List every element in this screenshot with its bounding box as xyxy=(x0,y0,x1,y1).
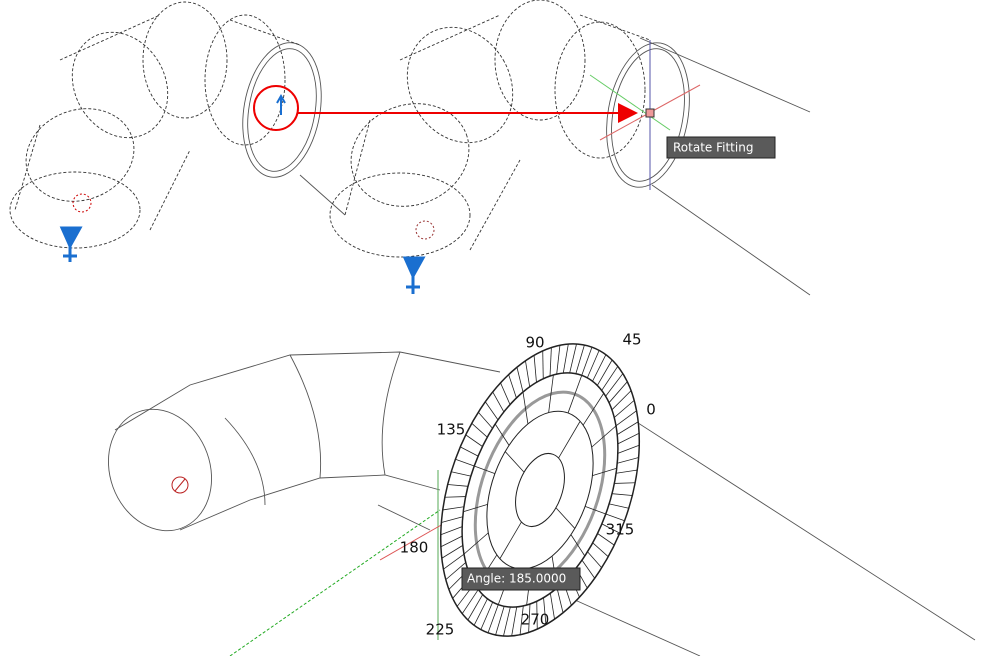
compass-label: 180 xyxy=(400,539,429,557)
tooltip: Angle: 185.0000 xyxy=(462,568,580,590)
rotation-compass xyxy=(403,316,676,656)
tooltip-text: Rotate Fitting xyxy=(673,141,753,155)
cad-viewport: Rotate Fitting Angle: 185.0000 90 45 0 135 1… xyxy=(0,0,989,656)
tooltip: Rotate Fitting xyxy=(667,137,775,158)
elbow-preview-left xyxy=(10,2,345,262)
compass-label: 0 xyxy=(646,401,656,419)
tooltip-text: Angle: 185.0000 xyxy=(467,572,566,586)
compass-label: 135 xyxy=(437,421,466,439)
compass-label: 315 xyxy=(606,521,635,539)
compass-label: 45 xyxy=(622,331,641,349)
compass-label: 90 xyxy=(525,334,544,352)
compass-label: 225 xyxy=(426,621,455,639)
compass-label: 270 xyxy=(521,611,550,629)
highlight-circle xyxy=(254,86,298,130)
